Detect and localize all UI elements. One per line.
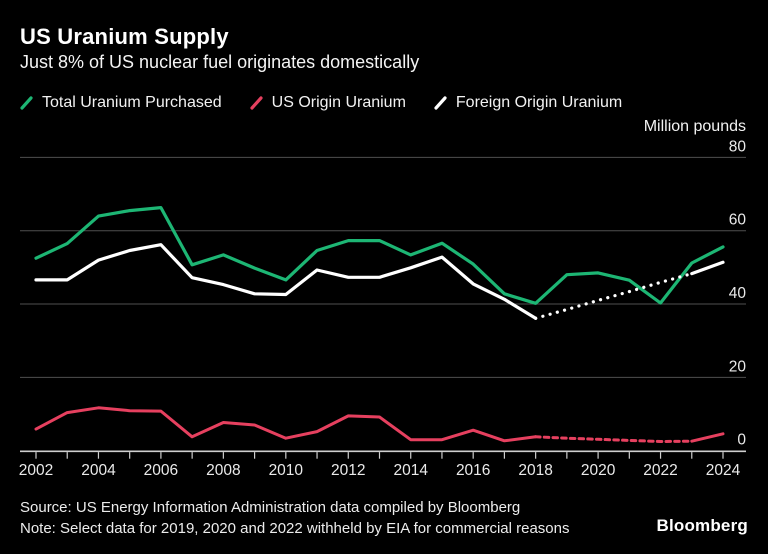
legend-label: US Origin Uranium [271,94,406,111]
series-line-foreign-origin-uranium-dotted [533,272,694,320]
x-tick-label-2012: 2012 [331,462,365,479]
legend-item-0: Total Uranium Purchased [19,94,222,112]
x-tick-label-2008: 2008 [206,462,240,479]
legend-slash-icon [434,96,447,110]
y-tick-label-20: 20 [729,358,747,375]
page-subtitle: Just 8% of US nuclear fuel originates do… [20,52,420,72]
legend-label: Total Uranium Purchased [42,94,222,111]
x-tick-label-2010: 2010 [269,462,304,479]
y-tick-label-80: 80 [729,138,747,155]
x-tick-label-2024: 2024 [706,462,741,479]
note-text: Note: Select data for 2019, 2020 and 202… [20,520,570,537]
x-tick-label-2014: 2014 [393,462,428,479]
legend: Total Uranium Purchased US Origin Uranium… [19,94,622,112]
series-line-total-uranium-purchased [34,206,725,305]
x-tick-label-2004: 2004 [81,462,116,479]
x-tick-label-2006: 2006 [144,462,178,479]
x-tick-label-2016: 2016 [456,462,490,479]
x-tick-label-2018: 2018 [518,462,552,479]
x-tick-label-2002: 2002 [19,462,53,479]
legend-slash-icon [250,96,263,110]
series-line-us-origin-uranium-solid [34,406,538,443]
legend-item-2: Foreign Origin Uranium [433,94,622,112]
y-tick-label-40: 40 [729,285,747,302]
series-line-foreign-origin-uranium-solid [34,243,538,320]
bloomberg-logo: Bloomberg [656,516,748,535]
source-text: Source: US Energy Information Administra… [20,499,521,516]
series-line-us-origin-uranium-solid-end [690,432,725,443]
series-line-foreign-origin-uranium-solid-end [690,260,725,276]
y-tick-label-60: 60 [729,212,747,229]
legend-slash-icon [20,96,33,110]
legend-label: Foreign Origin Uranium [455,94,623,111]
x-tick-label-2020: 2020 [581,462,616,479]
y-tick-label-0: 0 [737,432,746,449]
y-axis-unit-label: Million pounds [643,118,746,135]
legend-item-1: US Origin Uranium [249,94,406,112]
x-tick-label-2022: 2022 [643,462,677,479]
page-title: US Uranium Supply [20,24,229,49]
series-line-us-origin-uranium-dotted [534,435,694,443]
